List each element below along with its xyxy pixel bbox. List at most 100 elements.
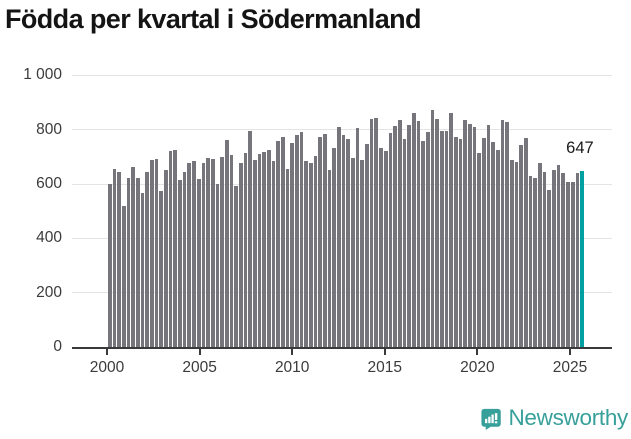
bar xyxy=(215,184,220,347)
bar xyxy=(271,161,276,347)
bar xyxy=(407,124,411,347)
chart-title: Födda per kvartal i Södermanland xyxy=(5,4,422,34)
newsworthy-logo[interactable]: Newsworthy xyxy=(480,402,628,434)
x-tick-label: 2000 xyxy=(89,359,125,376)
bar xyxy=(182,171,187,347)
bar xyxy=(575,173,580,347)
bar xyxy=(164,170,168,347)
x-tick-mark xyxy=(383,348,386,355)
bar xyxy=(262,152,266,347)
bar xyxy=(257,154,262,347)
bar xyxy=(538,163,542,347)
bar xyxy=(126,178,131,347)
bar xyxy=(145,172,150,347)
bar xyxy=(290,143,294,347)
bar xyxy=(150,159,154,347)
bar xyxy=(369,118,374,347)
bar xyxy=(411,113,416,347)
bar xyxy=(519,144,524,347)
bar xyxy=(510,160,514,347)
newsworthy-speech-bubble-chart-icon xyxy=(481,408,501,430)
y-tick-label: 1 000 xyxy=(23,66,62,84)
bar xyxy=(136,177,140,347)
bar xyxy=(505,122,510,347)
x-tick-label: 2020 xyxy=(460,359,495,376)
bar xyxy=(117,172,122,347)
x-tick-mark xyxy=(569,348,571,355)
bar xyxy=(482,137,486,347)
bar xyxy=(108,184,112,347)
bar xyxy=(196,179,201,347)
bar xyxy=(458,139,463,347)
bar xyxy=(238,163,243,347)
bar xyxy=(365,144,369,347)
bar xyxy=(323,134,327,347)
bar xyxy=(355,127,360,347)
bar xyxy=(453,137,458,347)
bar xyxy=(346,139,351,347)
bar xyxy=(327,169,332,347)
bar xyxy=(477,153,481,347)
bar xyxy=(252,160,257,347)
bar xyxy=(122,205,126,347)
last-value-label: 647 xyxy=(566,139,594,157)
bar xyxy=(449,113,453,347)
bar xyxy=(295,134,299,347)
bar xyxy=(393,126,397,347)
bar xyxy=(542,171,547,347)
x-tick-mark xyxy=(476,348,479,355)
bar xyxy=(463,120,467,347)
bar xyxy=(229,154,234,347)
bar xyxy=(131,167,136,347)
bar xyxy=(524,138,528,347)
bar xyxy=(299,132,304,347)
y-tick-label: 600 xyxy=(36,175,62,193)
gridline xyxy=(72,74,612,76)
bar xyxy=(552,170,556,347)
y-tick-label: 800 xyxy=(36,120,62,138)
bar xyxy=(416,120,421,347)
bar xyxy=(556,165,561,347)
bar xyxy=(360,159,365,347)
bar xyxy=(192,161,196,347)
bar xyxy=(496,149,500,347)
bar xyxy=(444,131,449,347)
newsworthy-brand-text: Newsworthy xyxy=(508,405,628,430)
bar xyxy=(425,131,430,347)
bar xyxy=(435,119,439,347)
bar xyxy=(467,123,472,347)
bar xyxy=(243,152,248,347)
bar xyxy=(187,163,192,347)
bar xyxy=(201,163,206,347)
bar xyxy=(266,150,271,347)
bar xyxy=(332,148,337,347)
bar xyxy=(140,193,145,347)
bar xyxy=(154,158,159,347)
bar xyxy=(388,133,393,347)
bar xyxy=(159,191,164,347)
bar xyxy=(374,118,379,347)
bar xyxy=(570,181,575,347)
highlighted-bar xyxy=(580,171,584,347)
bar xyxy=(421,140,425,347)
bar xyxy=(220,156,224,347)
bar xyxy=(351,158,355,347)
bar xyxy=(402,138,407,347)
bar xyxy=(533,178,538,347)
bar xyxy=(439,131,444,347)
bar xyxy=(383,150,388,347)
bar xyxy=(280,137,285,347)
x-tick-label: 2010 xyxy=(274,359,310,376)
bar xyxy=(304,161,309,347)
y-tick-label: 200 xyxy=(36,283,62,301)
gridline xyxy=(72,129,612,131)
y-tick-label: 400 xyxy=(36,229,62,247)
x-axis-line xyxy=(72,346,612,349)
bar xyxy=(547,189,552,347)
x-tick-mark xyxy=(291,348,294,355)
x-tick-mark xyxy=(198,348,201,355)
bar xyxy=(566,181,570,347)
x-tick-label: 2005 xyxy=(182,359,217,376)
bar xyxy=(224,140,229,347)
